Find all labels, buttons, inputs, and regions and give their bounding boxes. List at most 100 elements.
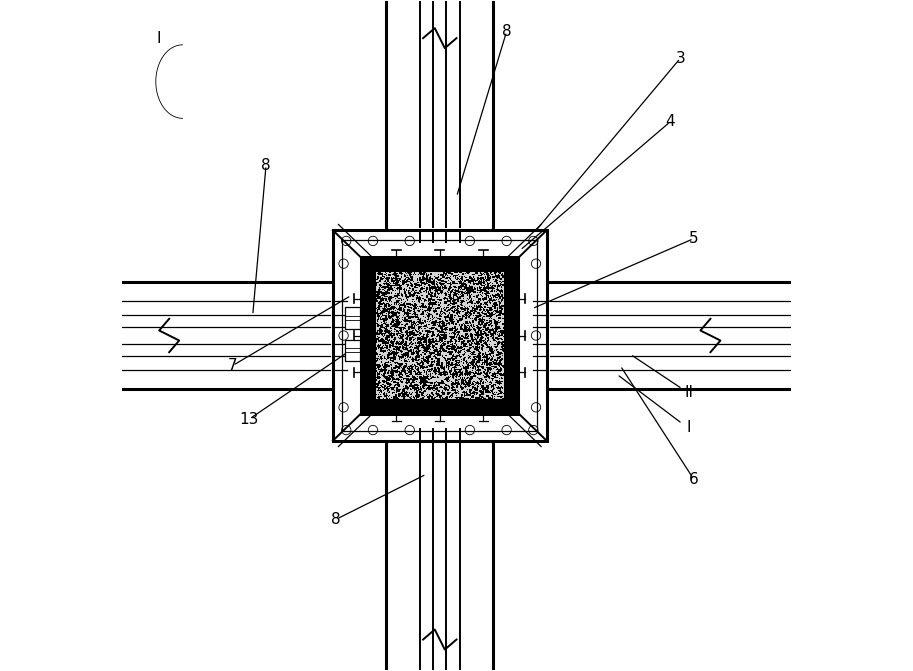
Point — [373, 328, 387, 339]
Point — [491, 306, 506, 317]
Point — [373, 275, 387, 286]
Point — [374, 357, 389, 368]
Point — [493, 306, 508, 317]
Point — [473, 393, 488, 403]
Point — [479, 285, 494, 296]
Point — [453, 302, 467, 313]
Point — [487, 316, 501, 327]
Point — [484, 350, 498, 360]
Point — [369, 356, 383, 366]
Point — [409, 351, 424, 362]
Point — [474, 327, 488, 338]
Point — [454, 343, 468, 354]
Point — [430, 327, 445, 338]
Point — [371, 309, 385, 319]
Point — [467, 376, 481, 386]
Point — [487, 327, 501, 338]
Point — [378, 380, 393, 391]
Point — [392, 342, 406, 353]
Point — [441, 360, 456, 371]
Point — [453, 292, 467, 303]
Point — [489, 368, 504, 378]
Point — [457, 363, 472, 374]
Point — [472, 275, 487, 286]
Point — [395, 386, 410, 397]
Point — [473, 275, 488, 286]
Point — [440, 392, 455, 403]
Point — [392, 389, 406, 400]
Point — [382, 311, 396, 321]
Point — [455, 334, 469, 345]
Point — [391, 315, 405, 325]
Point — [426, 291, 441, 302]
Point — [485, 285, 499, 295]
Point — [482, 367, 497, 378]
Point — [470, 291, 485, 301]
Point — [416, 370, 431, 380]
Point — [421, 331, 436, 342]
Point — [380, 379, 394, 390]
Point — [401, 361, 415, 372]
Point — [430, 345, 445, 356]
Point — [443, 278, 457, 289]
Point — [429, 272, 444, 283]
Point — [474, 298, 488, 309]
Point — [494, 326, 509, 337]
Point — [478, 330, 493, 341]
Point — [484, 382, 498, 393]
Point — [435, 326, 449, 337]
Point — [459, 358, 474, 369]
Point — [492, 303, 507, 313]
Point — [379, 274, 394, 285]
Point — [473, 323, 488, 334]
Point — [473, 364, 488, 375]
Point — [494, 354, 509, 365]
Point — [433, 331, 447, 342]
Point — [451, 345, 466, 356]
Point — [431, 367, 446, 378]
Point — [415, 317, 430, 328]
Point — [480, 282, 495, 293]
Point — [393, 311, 407, 321]
Point — [385, 320, 400, 331]
Point — [471, 307, 486, 318]
Point — [492, 358, 507, 368]
Point — [453, 321, 467, 331]
Point — [419, 384, 434, 395]
Point — [396, 303, 411, 314]
Point — [482, 346, 497, 356]
Point — [413, 315, 427, 325]
Point — [492, 351, 507, 362]
Point — [416, 334, 431, 345]
Point — [391, 290, 405, 301]
Point — [435, 325, 449, 336]
Point — [402, 298, 416, 309]
Point — [422, 323, 436, 334]
Point — [412, 329, 426, 340]
Point — [495, 291, 509, 302]
Point — [387, 302, 402, 313]
Point — [476, 381, 490, 392]
Point — [446, 291, 461, 302]
Point — [405, 359, 420, 370]
Point — [415, 353, 430, 364]
Point — [475, 355, 489, 366]
Point — [435, 370, 449, 380]
Point — [451, 311, 466, 322]
Point — [481, 322, 496, 333]
Point — [429, 312, 444, 323]
Point — [485, 377, 499, 388]
Point — [416, 311, 431, 322]
Point — [476, 388, 490, 399]
Point — [399, 358, 414, 369]
Point — [472, 340, 487, 350]
Point — [461, 336, 476, 347]
Point — [436, 269, 450, 280]
Point — [380, 324, 394, 335]
Point — [370, 326, 384, 337]
Point — [415, 313, 430, 323]
Point — [421, 391, 436, 402]
Point — [483, 325, 498, 336]
Point — [423, 287, 437, 297]
Point — [452, 355, 467, 366]
